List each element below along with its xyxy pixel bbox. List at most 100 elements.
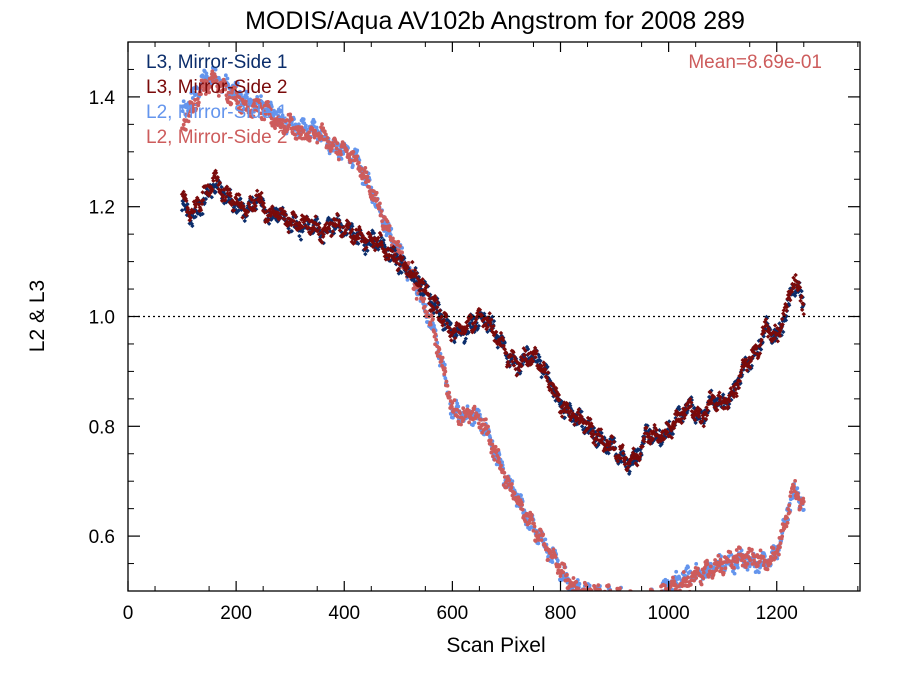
data-point [387, 228, 392, 233]
data-point [216, 93, 221, 98]
data-point [775, 339, 781, 344]
data-point [601, 603, 605, 607]
data-point [434, 337, 439, 342]
data-point [636, 600, 640, 604]
data-point [513, 366, 518, 372]
data-point [665, 429, 670, 435]
data-point [580, 591, 584, 595]
data-point [646, 596, 650, 600]
data-point [623, 607, 627, 611]
data-point [534, 348, 539, 354]
data-point [801, 499, 806, 504]
data-point [630, 598, 634, 602]
data-point [705, 562, 710, 566]
data-point [331, 231, 337, 236]
data-point [242, 218, 247, 224]
data-point [605, 600, 609, 604]
data-point [624, 468, 630, 473]
data-point [603, 594, 607, 598]
data-point [512, 356, 518, 362]
data-point [694, 576, 699, 580]
data-point [602, 447, 607, 453]
data-point [584, 591, 588, 595]
data-point [659, 595, 663, 599]
data-point [258, 196, 264, 201]
data-point [632, 603, 636, 607]
data-point [719, 400, 725, 405]
data-point [210, 65, 215, 70]
data-point [366, 179, 371, 183]
data-point [591, 598, 595, 602]
data-point [266, 100, 270, 104]
data-point [255, 108, 260, 113]
data-point [210, 186, 215, 192]
data-point [618, 452, 623, 457]
legend-entry: L2, Mirror-Side 1 [146, 102, 288, 123]
data-point [754, 346, 759, 351]
data-point [299, 125, 304, 130]
data-point [511, 363, 517, 368]
data-point [764, 323, 770, 328]
data-point [526, 361, 532, 366]
data-point [583, 595, 587, 599]
data-point [251, 114, 256, 119]
data-point [220, 193, 226, 198]
data-point [269, 116, 274, 121]
data-point [461, 406, 466, 411]
data-point [623, 602, 627, 606]
data-point [352, 240, 357, 245]
data-point [648, 599, 652, 603]
data-point [543, 367, 548, 372]
data-point [262, 117, 267, 122]
data-point [634, 601, 638, 605]
data-point [297, 233, 302, 239]
data-point [755, 563, 760, 568]
data-point [374, 190, 379, 195]
data-point [511, 350, 516, 355]
data-point [789, 490, 794, 494]
data-point [319, 240, 325, 245]
data-point [229, 101, 234, 106]
data-point [507, 363, 512, 368]
data-point [466, 329, 471, 335]
data-point [345, 148, 349, 153]
data-point [688, 582, 693, 587]
data-point [622, 462, 628, 467]
data-point [542, 362, 547, 368]
data-point [634, 452, 639, 458]
data-point [363, 251, 368, 257]
data-point [510, 479, 515, 484]
data-point [716, 553, 721, 558]
data-point [213, 170, 219, 176]
data-point [354, 158, 359, 162]
data-point [656, 598, 660, 602]
data-point [801, 507, 806, 512]
data-point [435, 305, 440, 310]
data-point [793, 272, 798, 278]
data-point [653, 597, 657, 601]
data-point [688, 396, 693, 402]
data-point [629, 596, 633, 600]
data-point [625, 465, 631, 470]
data-point [477, 307, 483, 312]
data-point [252, 101, 256, 106]
data-point [658, 596, 662, 600]
data-point [784, 304, 790, 310]
data-point [787, 503, 792, 508]
data-point [207, 90, 211, 95]
data-point [396, 239, 401, 244]
data-point [713, 558, 718, 562]
data-point [530, 517, 535, 522]
data-point [349, 158, 354, 163]
data-point [576, 586, 581, 591]
data-point [579, 598, 583, 602]
data-point [728, 550, 733, 555]
data-point [597, 430, 602, 435]
data-point [697, 411, 702, 416]
data-point [656, 594, 660, 598]
data-point [198, 207, 204, 213]
data-point [324, 220, 330, 226]
legend-entry: L2, Mirror-Side 2 [146, 127, 288, 148]
data-point [274, 110, 279, 114]
